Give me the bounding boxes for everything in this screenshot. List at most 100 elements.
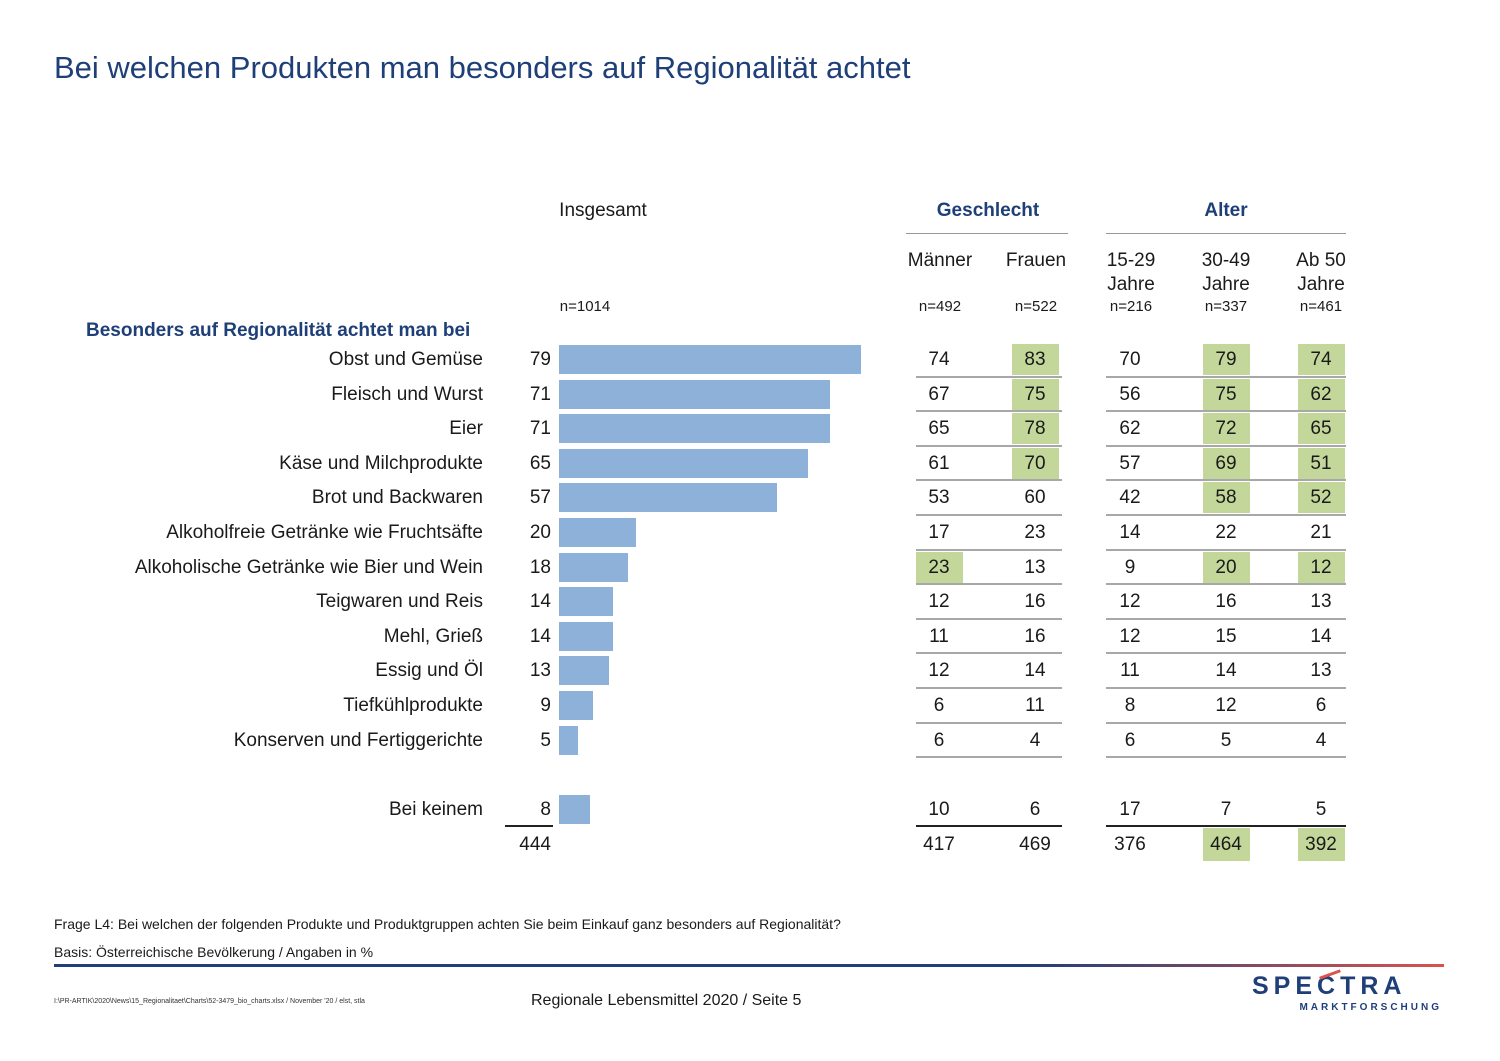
logo-wordmark: SPECTRA bbox=[1252, 972, 1407, 1000]
row-8-cell-1: 11 bbox=[929, 625, 949, 647]
row-0-cell-2: 83 bbox=[1011, 344, 1059, 375]
totals-cell-5: 392 bbox=[1297, 827, 1345, 861]
header-age-50plus-line1: Ab 50 bbox=[1296, 250, 1346, 271]
footer-basis: Basis: Österreichische Bevölkerung / Ang… bbox=[54, 944, 374, 960]
row-3-cell-3: 57 bbox=[1119, 452, 1141, 474]
row-8-bar bbox=[559, 621, 613, 651]
n-frauen: n=522 bbox=[1014, 298, 1058, 315]
row-10-cell-1: 6 bbox=[933, 695, 945, 716]
footer-divider bbox=[54, 964, 1444, 967]
row-9-cell-3: 11 bbox=[1120, 660, 1140, 682]
row-1-rule-1 bbox=[1106, 410, 1346, 413]
row-4-cell-2: 60 bbox=[1024, 487, 1046, 509]
n-insgesamt: n=1014 bbox=[559, 298, 611, 315]
row-1-cell-4: 75 bbox=[1202, 378, 1250, 410]
row-8-label: Mehl, Grieß bbox=[383, 625, 483, 647]
row-11-label: Konserven und Fertiggerichte bbox=[233, 729, 483, 751]
row-2-cell-5: 65 bbox=[1297, 413, 1345, 445]
row-10-bar bbox=[559, 691, 594, 720]
header-geschlecht: Geschlecht bbox=[936, 200, 1040, 221]
totals-insgesamt: 444 bbox=[519, 833, 551, 855]
row-2-cell-4: 72 bbox=[1202, 413, 1250, 445]
n-maenner: n=492 bbox=[918, 298, 962, 315]
header-age-50plus-line2: Jahre bbox=[1297, 274, 1345, 295]
row-2-cell-1: 65 bbox=[928, 418, 950, 440]
row-0-cell-3: 70 bbox=[1119, 349, 1141, 370]
row-7-cell-2: 16 bbox=[1024, 591, 1046, 613]
row-3-cell-4: 69 bbox=[1202, 447, 1250, 479]
row-7-bar bbox=[559, 587, 613, 617]
none-row-cell-1: 10 bbox=[928, 798, 950, 820]
row-6-label: Alkoholische Getränke wie Bier und Wein bbox=[134, 556, 483, 578]
row-10-cell-2: 11 bbox=[1025, 695, 1045, 716]
section-label: Besonders auf Regionalität achtet man be… bbox=[86, 320, 471, 341]
none-row-cell-3: 17 bbox=[1119, 798, 1141, 820]
row-5-cell-1: 17 bbox=[928, 522, 950, 543]
row-6-bar bbox=[559, 552, 628, 582]
row-5-rule-0 bbox=[916, 548, 1062, 551]
header-age-15-29-line1: 15-29 bbox=[1106, 250, 1156, 271]
row-1-cell-1: 67 bbox=[928, 383, 950, 405]
row-5-rule-1 bbox=[1106, 548, 1346, 551]
header-age-15-29: 15-29 Jahre bbox=[1091, 249, 1171, 297]
row-3-rule-1 bbox=[1106, 479, 1346, 482]
page-title: Bei welchen Produkten man besonders auf … bbox=[54, 50, 911, 85]
row-8-cell-5: 14 bbox=[1310, 625, 1332, 647]
row-5-cell-2: 23 bbox=[1024, 522, 1046, 543]
row-2-bar bbox=[559, 414, 831, 444]
row-1-cell-5: 62 bbox=[1297, 378, 1345, 410]
row-1-label: Fleisch und Wurst bbox=[331, 383, 483, 405]
row-4-label: Brot und Backwaren bbox=[311, 487, 483, 509]
row-5-label: Alkoholfreie Getränke wie Fruchtsäfte bbox=[166, 522, 483, 543]
row-8-cell-3: 12 bbox=[1119, 625, 1141, 647]
row-10-cell-4: 12 bbox=[1215, 695, 1237, 716]
row-1-total-value: 71 bbox=[529, 383, 551, 405]
row-3-bar bbox=[559, 448, 808, 478]
row-2-total-value: 71 bbox=[529, 418, 551, 440]
row-3-label: Käse und Milchprodukte bbox=[279, 452, 483, 474]
row-6-cell-4: 20 bbox=[1202, 551, 1250, 583]
row-1-rule-0 bbox=[916, 410, 1062, 413]
row-7-cell-4: 16 bbox=[1215, 591, 1237, 613]
row-4-cell-3: 42 bbox=[1119, 487, 1141, 509]
row-10-rule-1 bbox=[1106, 721, 1346, 724]
header-maenner: Männer bbox=[907, 250, 973, 271]
none-row-cell-5: 5 bbox=[1315, 798, 1327, 820]
row-1-cell-3: 56 bbox=[1119, 383, 1141, 405]
row-9-cell-4: 14 bbox=[1215, 660, 1237, 682]
totals-rule-geschlecht bbox=[916, 824, 1062, 827]
row-3-rule-0 bbox=[916, 479, 1062, 482]
row-11-cell-1: 6 bbox=[933, 729, 945, 751]
row-2-rule-0 bbox=[916, 444, 1062, 447]
none-row-total-value: 8 bbox=[540, 798, 551, 820]
row-8-rule-0 bbox=[916, 652, 1062, 655]
row-8-total-value: 14 bbox=[529, 625, 551, 647]
header-frauen: Frauen bbox=[1005, 250, 1067, 271]
row-10-total-value: 9 bbox=[540, 695, 551, 716]
row-4-cell-5: 52 bbox=[1297, 482, 1345, 514]
header-age-30-49-line1: 30-49 bbox=[1201, 250, 1251, 271]
row-6-cell-2: 13 bbox=[1024, 556, 1046, 578]
row-9-rule-1 bbox=[1106, 687, 1346, 689]
totals-rule-alter bbox=[1106, 824, 1346, 827]
row-0-cell-1: 74 bbox=[928, 349, 950, 370]
row-7-rule-1 bbox=[1106, 617, 1346, 620]
totals-rule-insgesamt bbox=[505, 824, 553, 827]
row-7-cell-5: 13 bbox=[1310, 591, 1332, 613]
row-3-cell-5: 51 bbox=[1297, 447, 1345, 479]
row-5-bar bbox=[559, 518, 636, 547]
row-10-cell-3: 8 bbox=[1124, 695, 1136, 716]
row-3-cell-1: 61 bbox=[928, 452, 950, 474]
header-age-50plus: Ab 50 Jahre bbox=[1281, 249, 1361, 297]
row-0-cell-5: 74 bbox=[1297, 344, 1345, 375]
footer-file-path: I:\PR-ARTIK\2020\News\15_Regionalitaet\C… bbox=[54, 998, 365, 1005]
totals-cell-4: 464 bbox=[1202, 827, 1250, 861]
row-2-cell-2: 78 bbox=[1011, 413, 1059, 445]
row-4-rule-0 bbox=[916, 514, 1062, 516]
row-4-bar bbox=[559, 483, 777, 513]
row-6-total-value: 18 bbox=[529, 556, 551, 578]
spectra-logo: SPECTRA MARKTFORSCHUNG bbox=[1252, 969, 1442, 1016]
row-1-cell-2: 75 bbox=[1011, 378, 1059, 410]
row-9-bar bbox=[559, 656, 609, 686]
row-1-bar bbox=[559, 379, 831, 409]
